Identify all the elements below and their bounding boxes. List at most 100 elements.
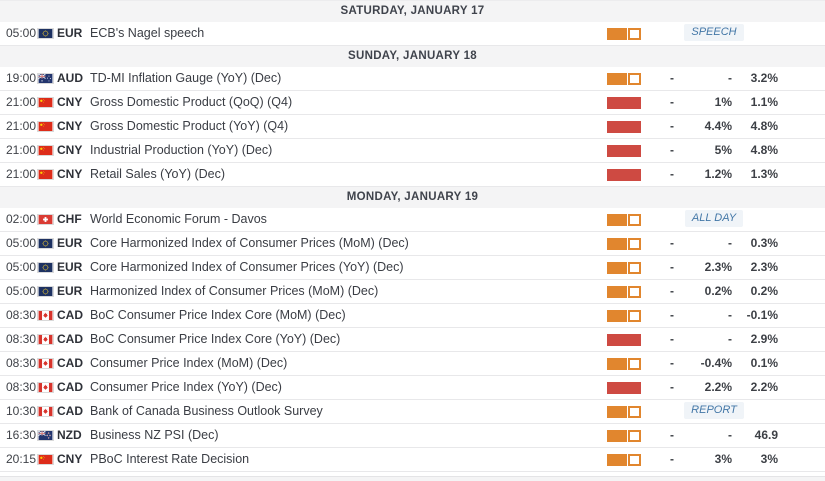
event-title[interactable]: Industrial Production (YoY) (Dec) bbox=[90, 143, 273, 157]
event-time: 19:00 bbox=[6, 71, 37, 85]
forecast-value: 4.4% bbox=[704, 119, 732, 133]
impact-medium-icon bbox=[607, 280, 647, 303]
chf-flag-icon bbox=[37, 208, 54, 231]
forecast-value: - bbox=[728, 71, 732, 85]
currency-code: NZD bbox=[57, 428, 82, 442]
event-title[interactable]: PBoC Interest Rate Decision bbox=[90, 452, 250, 466]
previous-value: 4.8% bbox=[750, 119, 778, 133]
event-title[interactable]: Bank of Canada Business Outlook Survey bbox=[90, 404, 323, 418]
currency-code: CHF bbox=[57, 212, 82, 226]
actual-value: - bbox=[670, 452, 674, 466]
event-time: 05:00 bbox=[6, 236, 37, 250]
forecast-value: 1% bbox=[714, 95, 732, 109]
event-type-badge: REPORT bbox=[684, 402, 744, 420]
event-row[interactable]: 08:30 CAD BoC Consumer Price Index Core … bbox=[0, 304, 825, 328]
event-time: 21:00 bbox=[6, 143, 37, 157]
event-title[interactable]: Core Harmonized Index of Consumer Prices… bbox=[90, 260, 404, 274]
impact-medium-icon bbox=[607, 448, 647, 471]
event-row[interactable]: 21:00 CNY Industrial Production (YoY) (D… bbox=[0, 139, 825, 163]
previous-value: 2.2% bbox=[750, 380, 778, 394]
event-time: 21:00 bbox=[6, 95, 37, 109]
cny-flag-icon bbox=[37, 115, 54, 138]
previous-value: 0.3% bbox=[750, 236, 778, 250]
event-row[interactable]: 08:30 CAD BoC Consumer Price Index Core … bbox=[0, 328, 825, 352]
next-date-header-partial bbox=[0, 476, 825, 481]
currency-code: EUR bbox=[57, 284, 83, 298]
impact-medium-icon bbox=[607, 256, 647, 279]
event-type-badge-cell: REPORT bbox=[646, 400, 782, 423]
event-row[interactable]: 05:00 EUR Core Harmonized Index of Consu… bbox=[0, 232, 825, 256]
event-title[interactable]: ECB's Nagel speech bbox=[90, 26, 205, 40]
impact-medium-icon bbox=[607, 208, 647, 231]
previous-value: 46.9 bbox=[754, 428, 778, 442]
currency-code: CNY bbox=[57, 95, 83, 109]
event-title[interactable]: Business NZ PSI (Dec) bbox=[90, 428, 219, 442]
forecast-value: - bbox=[728, 308, 732, 322]
event-row[interactable]: 05:00 EUR Harmonized Index of Consumer P… bbox=[0, 280, 825, 304]
impact-high-icon bbox=[607, 91, 647, 114]
event-title[interactable]: BoC Consumer Price Index Core (YoY) (Dec… bbox=[90, 332, 341, 346]
event-row[interactable]: 21:00 CNY Retail Sales (YoY) (Dec) - 1.2… bbox=[0, 163, 825, 187]
forecast-value: 2.2% bbox=[704, 380, 732, 394]
currency-code: CNY bbox=[57, 119, 83, 133]
forecast-value: 3% bbox=[714, 452, 732, 466]
cny-flag-icon bbox=[37, 163, 54, 186]
currency-code: EUR bbox=[57, 236, 83, 250]
previous-value: 3% bbox=[760, 452, 778, 466]
date-header-label: MONDAY, JANUARY 19 bbox=[346, 191, 479, 203]
eur-flag-icon bbox=[37, 256, 54, 279]
actual-value: - bbox=[670, 332, 674, 346]
date-header: MONDAY, JANUARY 19 bbox=[0, 187, 825, 208]
event-title[interactable]: Gross Domestic Product (YoY) (Q4) bbox=[90, 119, 289, 133]
event-row[interactable]: 10:30 CAD Bank of Canada Business Outloo… bbox=[0, 400, 825, 424]
event-row[interactable]: 05:00 EUR ECB's Nagel speech SPEECH bbox=[0, 22, 825, 46]
event-row[interactable]: 08:30 CAD Consumer Price Index (YoY) (De… bbox=[0, 376, 825, 400]
actual-value: - bbox=[670, 284, 674, 298]
event-title[interactable]: Gross Domestic Product (QoQ) (Q4) bbox=[90, 95, 293, 109]
event-title[interactable]: Consumer Price Index (YoY) (Dec) bbox=[90, 380, 282, 394]
actual-value: - bbox=[670, 119, 674, 133]
impact-high-icon bbox=[607, 328, 647, 351]
event-time: 10:30 bbox=[6, 404, 37, 418]
forecast-value: - bbox=[728, 428, 732, 442]
previous-value: 1.3% bbox=[750, 167, 778, 181]
event-time: 21:00 bbox=[6, 119, 37, 133]
event-row[interactable]: 21:00 CNY Gross Domestic Product (QoQ) (… bbox=[0, 91, 825, 115]
actual-value: - bbox=[670, 380, 674, 394]
event-row[interactable]: 08:30 CAD Consumer Price Index (MoM) (De… bbox=[0, 352, 825, 376]
event-title[interactable]: Core Harmonized Index of Consumer Prices… bbox=[90, 236, 409, 250]
cny-flag-icon bbox=[37, 91, 54, 114]
event-title[interactable]: Consumer Price Index (MoM) (Dec) bbox=[90, 356, 288, 370]
event-time: 20:15 bbox=[6, 452, 37, 466]
forecast-value: 2.3% bbox=[704, 260, 732, 274]
event-row[interactable]: 05:00 EUR Core Harmonized Index of Consu… bbox=[0, 256, 825, 280]
event-type-badge-cell: SPEECH bbox=[646, 22, 782, 45]
date-header-label: SATURDAY, JANUARY 17 bbox=[340, 5, 485, 17]
event-row[interactable]: 19:00 AUD TD-MI Inflation Gauge (YoY) (D… bbox=[0, 67, 825, 91]
currency-code: CAD bbox=[57, 332, 83, 346]
currency-code: CAD bbox=[57, 404, 83, 418]
currency-code: CNY bbox=[57, 167, 83, 181]
event-row[interactable]: 16:30 NZD Business NZ PSI (Dec) - - 46.9 bbox=[0, 424, 825, 448]
actual-value: - bbox=[670, 356, 674, 370]
actual-value: - bbox=[670, 260, 674, 274]
event-title[interactable]: World Economic Forum - Davos bbox=[90, 212, 267, 226]
event-title[interactable]: Retail Sales (YoY) (Dec) bbox=[90, 167, 226, 181]
cad-flag-icon bbox=[37, 376, 54, 399]
cad-flag-icon bbox=[37, 304, 54, 327]
event-title[interactable]: TD-MI Inflation Gauge (YoY) (Dec) bbox=[90, 71, 282, 85]
event-row[interactable]: 20:15 CNY PBoC Interest Rate Decision - … bbox=[0, 448, 825, 472]
cad-flag-icon bbox=[37, 400, 54, 423]
forecast-value: - bbox=[728, 236, 732, 250]
event-row[interactable]: 02:00 CHF World Economic Forum - Davos A… bbox=[0, 208, 825, 232]
aud-flag-icon bbox=[37, 67, 54, 90]
event-row[interactable]: 21:00 CNY Gross Domestic Product (YoY) (… bbox=[0, 115, 825, 139]
event-title[interactable]: BoC Consumer Price Index Core (MoM) (Dec… bbox=[90, 308, 346, 322]
event-title[interactable]: Harmonized Index of Consumer Prices (MoM… bbox=[90, 284, 379, 298]
previous-value: -0.1% bbox=[746, 308, 778, 322]
event-time: 16:30 bbox=[6, 428, 37, 442]
previous-value: 1.1% bbox=[750, 95, 778, 109]
previous-value: 0.2% bbox=[750, 284, 778, 298]
event-time: 05:00 bbox=[6, 26, 37, 40]
event-time: 02:00 bbox=[6, 212, 37, 226]
